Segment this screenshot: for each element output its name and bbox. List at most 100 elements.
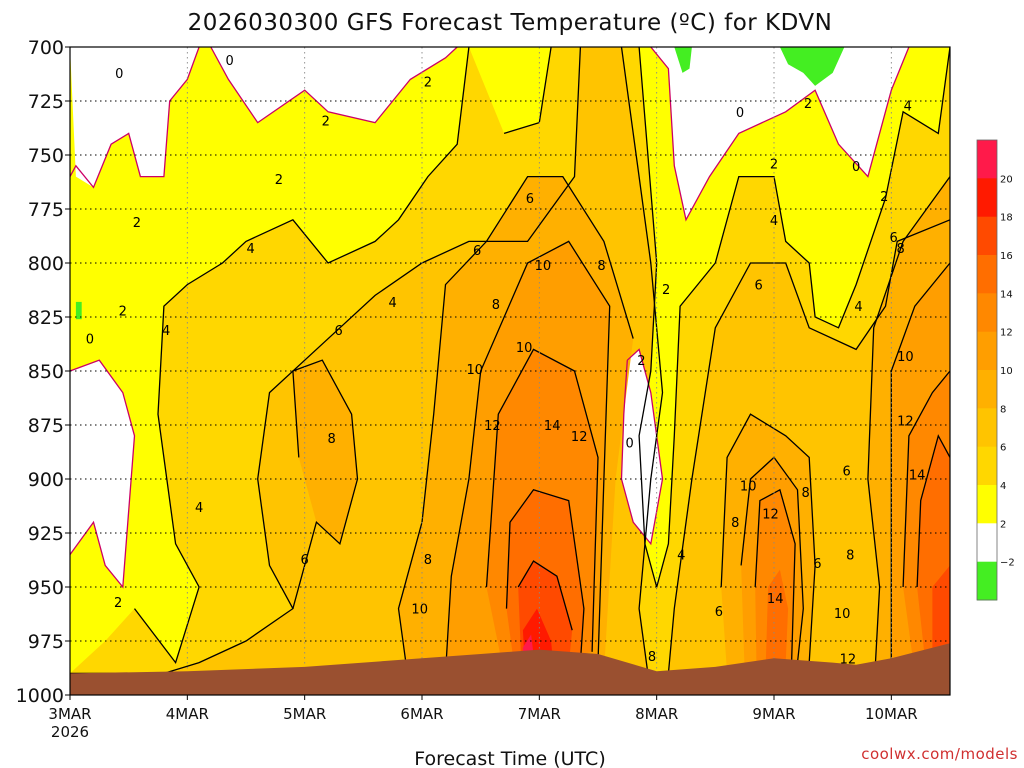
contour-label: 8 — [802, 486, 810, 501]
colorbar-label: 12 — [1000, 328, 1013, 339]
zero-contour-d — [650, 47, 910, 222]
x-tick-label: 3MAR — [48, 705, 91, 723]
colorbar-frame — [976, 139, 998, 601]
contour-label: 4 — [389, 296, 397, 311]
colorbar-swatch — [977, 523, 997, 563]
contour-label: 4 — [195, 501, 203, 516]
contour-label: 12 — [840, 652, 857, 667]
contour-label: 0 — [115, 67, 123, 82]
contour-4a — [70, 47, 582, 675]
zero-contour-e — [620, 348, 664, 546]
contour-label: 2 — [424, 76, 432, 91]
contour-label: 12 — [762, 508, 779, 523]
contour-label: 2 — [119, 305, 127, 320]
contour-12c — [902, 370, 950, 588]
contour-label: 0 — [86, 333, 94, 348]
band-m2-2b — [70, 360, 135, 587]
y-tick-label: 1000 — [16, 685, 64, 707]
colorbar-swatch — [977, 293, 997, 333]
contour-label: 10 — [834, 607, 851, 622]
band-2-4b — [639, 47, 950, 587]
x-tick-label: 4MAR — [166, 705, 209, 723]
colorbar-swatch — [977, 370, 997, 409]
contour-8b — [720, 413, 816, 663]
contour-2c — [638, 47, 950, 590]
y-tick-label: 850 — [28, 361, 64, 383]
band-below-m2b — [779, 47, 845, 86]
contour-label: 0 — [225, 54, 233, 69]
contour-2a — [133, 47, 470, 664]
band-below-m2a — [674, 47, 692, 73]
y-tick-label: 775 — [28, 199, 64, 221]
colorbar-swatch — [977, 446, 997, 486]
contour-label: 6 — [301, 553, 309, 568]
contour-label: 2 — [275, 173, 283, 188]
band-8-10d — [292, 360, 358, 544]
contour-lines — [70, 47, 950, 695]
colorbar-swatch — [977, 408, 997, 448]
zero-contour-a — [70, 47, 200, 189]
contour-label: 4 — [770, 214, 778, 229]
contour-label: 6 — [526, 192, 534, 207]
colorbar-label: 20 — [1000, 174, 1013, 185]
contour-label: 8 — [648, 650, 656, 665]
y-tick-label: 825 — [28, 307, 64, 329]
contour-label: 6 — [890, 231, 898, 246]
band-m2-2c — [210, 47, 458, 123]
band-14-16c — [765, 569, 789, 663]
x-tick-label: 9MAR — [752, 705, 795, 723]
y-axis: 700 725 750 775 800 825 850 875 900 925 950 975 1000 — [16, 37, 70, 707]
contour-label: 10 — [535, 259, 552, 274]
contour-label: 8 — [328, 432, 336, 447]
contour-label: 10 — [411, 603, 428, 618]
colorbar-swatch — [977, 216, 997, 256]
contour-label: 8 — [731, 516, 739, 531]
contour-12b — [754, 488, 796, 663]
chart-title: 2026030300 GFS Forecast Temperature (ºC)… — [188, 10, 833, 36]
contour-10a — [485, 348, 599, 652]
contour-label: 4 — [677, 549, 685, 564]
x-tick-label: 5MAR — [283, 705, 326, 723]
contour-label: 10 — [897, 350, 914, 365]
colorbar-label: 4 — [1000, 481, 1006, 492]
contour-12a — [505, 489, 585, 663]
contour-label: 12 — [484, 419, 501, 434]
contour-label: 2 — [637, 354, 645, 369]
colorbar: 20 18 16 14 12 10 8 6 4 2 −2 — [976, 139, 1015, 601]
terrain-ground — [70, 643, 950, 695]
y-tick-label: 750 — [28, 145, 64, 167]
contour-label: 10 — [516, 341, 533, 356]
contour-6a — [292, 359, 359, 609]
contour-label: 8 — [846, 549, 854, 564]
colorbar-swatch — [977, 178, 997, 218]
contour-10b — [740, 456, 804, 663]
contour-label: 8 — [597, 259, 605, 274]
y-tick-label: 800 — [28, 253, 64, 275]
contour-label: 0 — [626, 436, 634, 451]
contour-label: 0 — [852, 160, 860, 175]
contour-label: 10 — [740, 480, 757, 495]
colorbar-label: 16 — [1000, 251, 1013, 262]
contour-8c — [867, 176, 950, 695]
contour-label: 2 — [770, 158, 778, 173]
contour-label: 4 — [247, 242, 255, 257]
contour-14a — [517, 560, 573, 631]
colorbar-label: 14 — [1000, 289, 1013, 300]
contour-label: 6 — [843, 464, 851, 479]
contour-label: 8 — [492, 298, 500, 313]
contour-label: 6 — [813, 557, 821, 572]
colorbar-label: 18 — [1000, 213, 1013, 224]
contour-label: 12 — [897, 415, 914, 430]
contour-label: 6 — [715, 605, 723, 620]
contour-label: 14 — [909, 469, 926, 484]
contour-label: 2 — [880, 190, 888, 205]
contour-label: 0 — [736, 106, 744, 121]
colorbar-swatch — [977, 485, 997, 524]
contour-label: 8 — [897, 242, 905, 257]
contour-label: 14 — [544, 419, 561, 434]
contour-label: 2 — [133, 216, 141, 231]
contour-4b — [620, 47, 950, 695]
x-tick-label: 8MAR — [635, 705, 678, 723]
